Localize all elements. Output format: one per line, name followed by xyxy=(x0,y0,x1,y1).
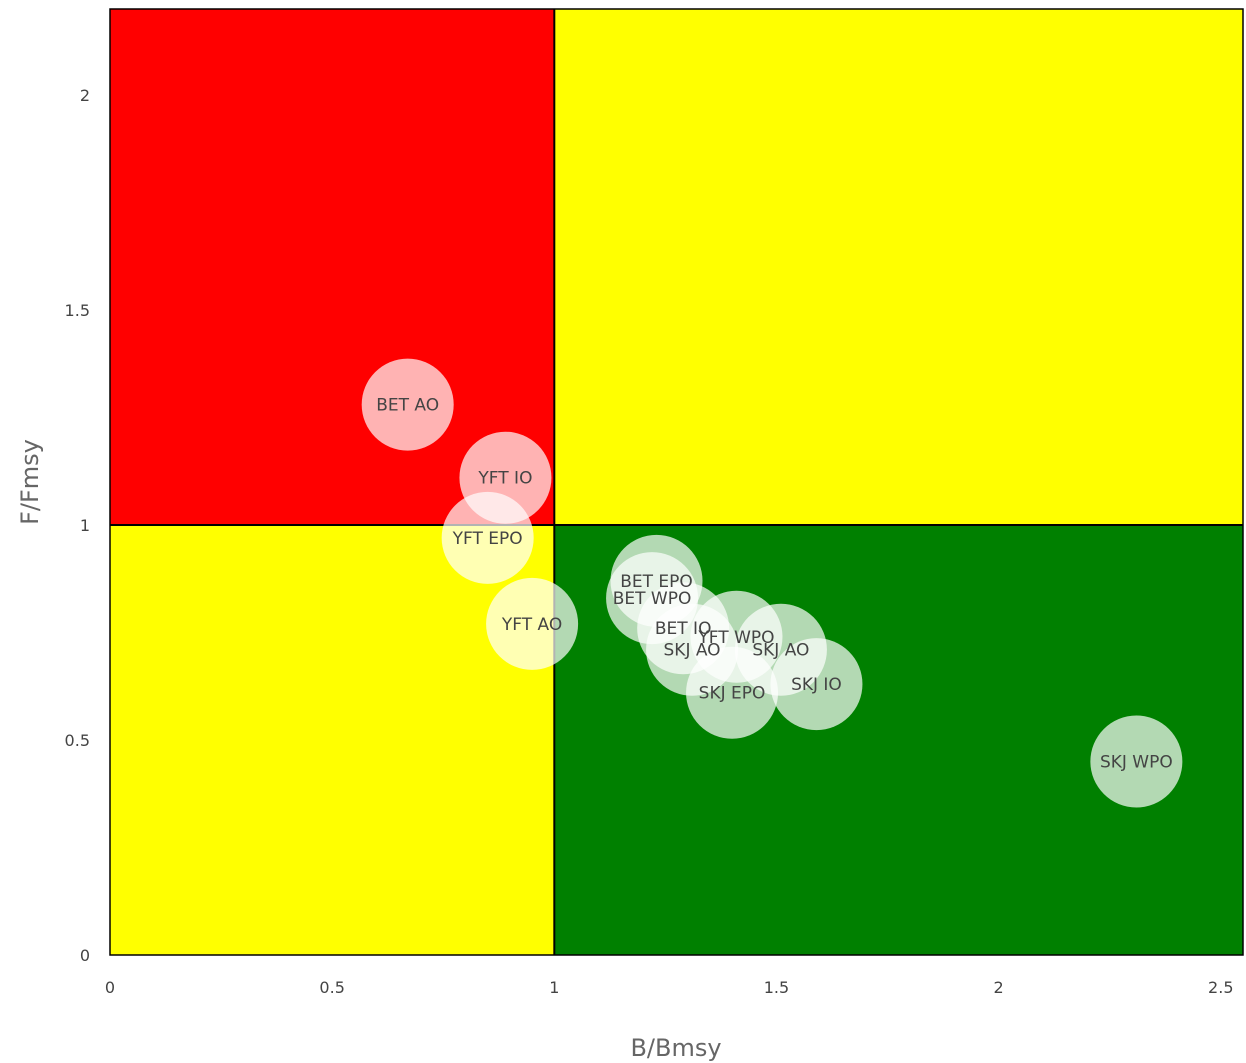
x-tick-label: 2 xyxy=(994,978,1004,997)
data-point-label: YFT AO xyxy=(501,615,562,635)
data-point-label: SKJ IO xyxy=(791,675,842,695)
quadrant-2 xyxy=(554,9,1243,525)
x-tick-label: 0.5 xyxy=(319,978,344,997)
data-point xyxy=(686,646,779,739)
x-tick-label: 1.5 xyxy=(764,978,789,997)
x-tick-label: 2.5 xyxy=(1208,978,1233,997)
data-point xyxy=(361,358,454,451)
y-tick-label: 0.5 xyxy=(65,731,90,750)
y-axis-ticks: 0 0.5 1 1.5 2 xyxy=(65,86,90,965)
y-axis-title: F/Fmsy xyxy=(16,439,44,525)
data-point xyxy=(1090,715,1183,808)
plot-frame xyxy=(109,8,1244,956)
quadrant-3 xyxy=(110,525,555,955)
data-point-label: BET WPO xyxy=(613,589,692,609)
x-tick-label: 0 xyxy=(105,978,115,997)
data-point xyxy=(770,638,863,731)
data-point xyxy=(441,491,534,584)
y-tick-label: 2 xyxy=(80,86,90,105)
data-point-label: YFT EPO xyxy=(452,529,523,549)
data-point xyxy=(486,577,579,670)
data-point-label: SKJ AO xyxy=(752,641,809,661)
data-point-label: BET AO xyxy=(376,396,439,416)
y-tick-label: 1 xyxy=(80,516,90,535)
data-point-label: SKJ AO xyxy=(664,641,721,661)
x-tick-label: 1 xyxy=(549,978,559,997)
y-tick-label: 0 xyxy=(80,946,90,965)
quadrant-backgrounds xyxy=(109,8,1244,956)
data-point-label: SKJ WPO xyxy=(1100,753,1173,773)
reference-lines xyxy=(110,9,1243,955)
data-point-label: YFT WPO xyxy=(697,628,774,648)
y-tick-label: 1.5 xyxy=(65,301,90,320)
data-point-label: BET EPO xyxy=(620,572,693,592)
data-point-label: BET IO xyxy=(655,619,712,639)
x-axis-title: B/Bmsy xyxy=(630,1034,721,1062)
data-point-label: YFT IO xyxy=(477,469,532,489)
data-point-label: SKJ EPO xyxy=(699,684,766,704)
quadrant-1 xyxy=(110,9,555,525)
x-axis-ticks: 0 0.5 1 1.5 2 2.5 xyxy=(105,978,1234,997)
